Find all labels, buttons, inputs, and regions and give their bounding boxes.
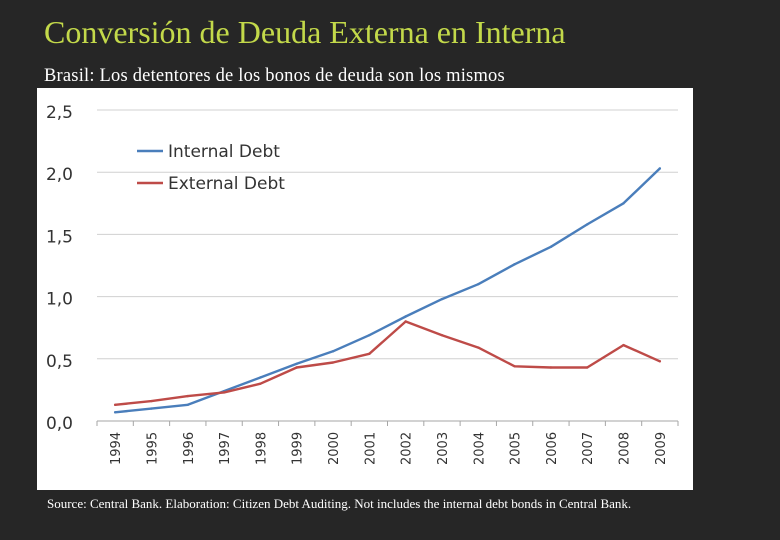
data-point <box>549 366 553 369</box>
y-tick-label: 0,5 <box>46 352 73 372</box>
data-point <box>331 350 335 353</box>
x-tick-label: 2009 <box>654 432 669 465</box>
data-point <box>150 399 153 403</box>
x-tick-label: 1997 <box>218 432 233 465</box>
series-line-external-debt <box>113 320 661 406</box>
x-axis-ticks: 1994 1995 1996 1997 1998 1999 2000 2001 2002 2003… <box>96 421 679 465</box>
x-tick-label: 2007 <box>581 432 596 465</box>
data-point <box>658 360 662 363</box>
data-point <box>477 346 480 349</box>
data-point <box>586 366 589 369</box>
data-point <box>259 382 262 385</box>
data-point <box>549 245 553 249</box>
x-tick-label: 1999 <box>291 432 306 465</box>
slide-subtitle: Brasil: Los detentores de los bonos de d… <box>44 66 505 86</box>
y-tick-label: 2,0 <box>46 165 73 185</box>
data-point <box>295 362 298 365</box>
x-tick-label: 2005 <box>509 432 524 465</box>
gridlines <box>97 109 678 422</box>
x-tick-label: 1994 <box>109 432 124 465</box>
data-point <box>658 167 662 170</box>
legend-label: Internal Debt <box>168 142 280 162</box>
debt-line-chart: 0,00,51,01,52,02,5 1994 1995 1996 1997 1998 1… <box>46 103 679 465</box>
data-point <box>259 376 262 379</box>
y-axis-ticks: 0,0 0,5 1,0 1,5 2,0 2,5 <box>46 103 73 434</box>
data-point <box>404 320 407 323</box>
y-tick-label: 0,0 <box>46 414 73 434</box>
data-point <box>368 333 371 337</box>
data-point <box>513 365 516 368</box>
legend: Internal Debt External Debt <box>137 142 285 194</box>
x-tick-label: 1995 <box>145 432 160 465</box>
data-point <box>368 352 371 356</box>
x-tick-label: 1998 <box>254 432 269 465</box>
x-tick-label: 2003 <box>436 432 451 465</box>
x-tick-label: 2008 <box>618 432 633 465</box>
data-point <box>113 403 117 407</box>
data-point <box>295 366 298 369</box>
legend-label: External Debt <box>168 174 285 194</box>
data-point <box>150 407 153 410</box>
data-point <box>622 343 625 347</box>
data-point <box>477 282 480 286</box>
y-tick-label: 1,0 <box>46 290 73 310</box>
x-tick-label: 2000 <box>327 432 342 465</box>
x-tick-label: 2006 <box>545 432 560 465</box>
data-point <box>622 202 625 205</box>
data-point <box>513 263 516 266</box>
y-tick-label: 2,5 <box>46 103 73 123</box>
data-point <box>113 411 117 414</box>
x-tick-label: 2002 <box>400 432 415 465</box>
x-tick-label: 2004 <box>472 432 487 465</box>
x-tick-label: 1996 <box>182 432 197 465</box>
data-point <box>404 315 407 318</box>
data-point <box>586 223 589 226</box>
slide-title: Conversión de Deuda Externa en Interna <box>44 14 566 50</box>
series-line-internal-debt <box>113 167 661 414</box>
data-point <box>186 403 189 407</box>
y-tick-label: 1,5 <box>46 227 73 247</box>
chart-panel: 0,0 0,5 1,0 1,5 2,0 2,5 1994 1995 1996 1997 1998 1… <box>37 88 693 490</box>
data-point <box>222 391 226 394</box>
data-point <box>440 333 444 337</box>
x-tick-label: 2001 <box>363 432 378 465</box>
data-point <box>186 394 189 398</box>
data-point <box>440 297 444 301</box>
source-note: Source: Central Bank. Elaboration: Citiz… <box>47 496 632 511</box>
data-point <box>331 361 335 364</box>
series-lines <box>113 167 662 414</box>
